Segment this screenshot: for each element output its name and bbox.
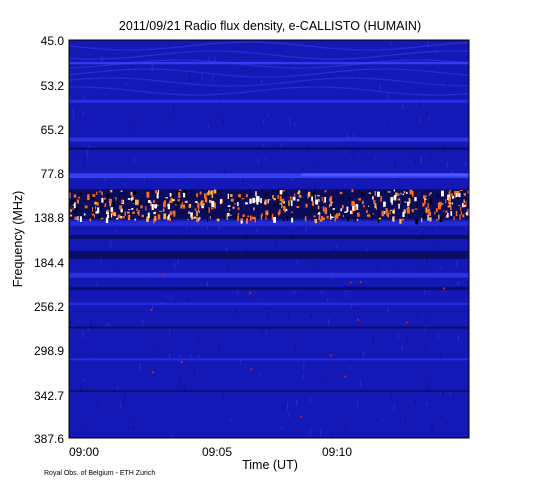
burst-band	[69, 189, 469, 418]
y-tick-label: 45.0	[41, 34, 65, 48]
chart-title: 2011/09/21 Radio flux density, e-CALLIST…	[119, 19, 421, 33]
y-tick-label: 256.2	[34, 300, 64, 314]
y-tick-label: 65.2	[41, 123, 65, 137]
y-axis-label: Frequency (MHz)	[11, 191, 25, 288]
x-tick-label: 09:05	[202, 445, 232, 459]
y-tick-label: 342.7	[34, 389, 64, 403]
x-tick-label: 09:00	[69, 445, 99, 459]
y-tick-label: 298.9	[34, 344, 64, 358]
y-tick-label: 53.2	[41, 79, 65, 93]
x-axis-label: Time (UT)	[242, 458, 298, 472]
y-axis: 45.0 53.2 65.2 77.8 138.8 184.4 256.2 29…	[34, 34, 64, 446]
credit-text: Royal Obs. of Belgium - ETH Zurich	[44, 470, 155, 477]
y-tick-label: 77.8	[41, 167, 65, 181]
y-tick-label: 184.4	[34, 256, 64, 270]
y-tick-label: 387.6	[34, 432, 64, 446]
x-axis: 09:00 09:05 09:10	[69, 445, 352, 459]
plot-frame	[68, 39, 470, 439]
x-tick-label: 09:10	[322, 445, 352, 459]
y-tick-label: 138.8	[34, 211, 64, 225]
plot-area	[69, 40, 469, 438]
